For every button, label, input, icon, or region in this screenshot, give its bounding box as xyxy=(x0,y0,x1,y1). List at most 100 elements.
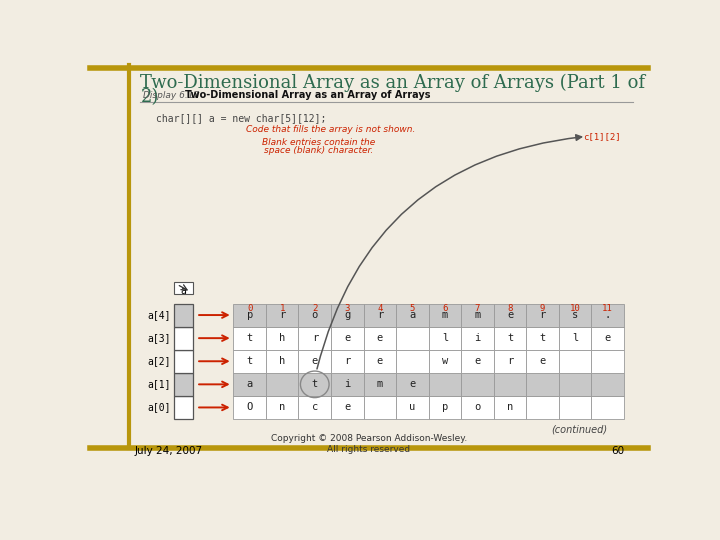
Bar xyxy=(396,396,428,419)
Text: (continued): (continued) xyxy=(552,424,608,434)
Text: n: n xyxy=(279,402,285,413)
Text: g: g xyxy=(344,310,351,320)
Bar xyxy=(174,396,193,419)
Bar xyxy=(174,373,193,396)
Bar xyxy=(396,350,428,373)
Text: e: e xyxy=(344,402,351,413)
Bar xyxy=(559,327,591,350)
Bar xyxy=(428,373,462,396)
Text: h: h xyxy=(279,333,285,343)
Bar xyxy=(174,303,193,327)
Bar xyxy=(428,303,462,327)
Text: July 24, 2007: July 24, 2007 xyxy=(134,446,202,456)
Text: m: m xyxy=(474,310,481,320)
Bar xyxy=(331,327,364,350)
Text: a: a xyxy=(181,286,186,296)
Text: Code that fills the array is not shown.: Code that fills the array is not shown. xyxy=(246,125,415,134)
Text: e: e xyxy=(377,356,383,366)
Bar xyxy=(299,373,331,396)
Text: e: e xyxy=(539,356,546,366)
Bar xyxy=(331,373,364,396)
Bar xyxy=(494,303,526,327)
Text: e: e xyxy=(344,333,351,343)
Text: Two-Dimensional Array as an Array of Arrays: Two-Dimensional Array as an Array of Arr… xyxy=(184,90,430,100)
Bar xyxy=(559,373,591,396)
Text: Blank entries contain the: Blank entries contain the xyxy=(262,138,375,147)
Bar xyxy=(559,350,591,373)
Bar xyxy=(591,327,624,350)
Bar xyxy=(299,350,331,373)
Bar xyxy=(591,396,624,419)
Text: m: m xyxy=(377,379,383,389)
Text: Copyright © 2008 Pearson Addison-Wesley.
All rights reserved: Copyright © 2008 Pearson Addison-Wesley.… xyxy=(271,434,467,454)
Text: 11: 11 xyxy=(603,303,613,313)
Text: p: p xyxy=(246,310,253,320)
Bar xyxy=(233,303,266,327)
Text: 8: 8 xyxy=(508,303,513,313)
Bar xyxy=(494,327,526,350)
Bar xyxy=(428,350,462,373)
Text: a[0]: a[0] xyxy=(147,402,171,413)
Text: 5: 5 xyxy=(410,303,415,313)
Text: c: c xyxy=(312,402,318,413)
Text: .: . xyxy=(605,310,611,320)
Bar xyxy=(299,327,331,350)
Bar xyxy=(591,303,624,327)
Bar xyxy=(266,373,299,396)
Text: m: m xyxy=(442,310,448,320)
Bar xyxy=(299,303,331,327)
Bar xyxy=(364,373,396,396)
Bar xyxy=(526,303,559,327)
Text: p: p xyxy=(442,402,448,413)
Bar xyxy=(526,327,559,350)
Bar xyxy=(364,350,396,373)
Bar xyxy=(462,373,494,396)
Text: a[1]: a[1] xyxy=(147,379,171,389)
Text: r: r xyxy=(539,310,546,320)
Bar xyxy=(396,373,428,396)
Text: e: e xyxy=(474,356,481,366)
Text: c[1][2]: c[1][2] xyxy=(583,132,621,141)
Text: n: n xyxy=(507,402,513,413)
Text: w: w xyxy=(442,356,448,366)
Bar xyxy=(591,350,624,373)
Bar xyxy=(266,350,299,373)
Bar xyxy=(299,396,331,419)
Bar xyxy=(428,396,462,419)
Text: t: t xyxy=(507,333,513,343)
Text: a[3]: a[3] xyxy=(147,333,171,343)
Text: o: o xyxy=(312,310,318,320)
Text: e: e xyxy=(507,310,513,320)
Text: char[][] a = new char[5][12];: char[][] a = new char[5][12]; xyxy=(156,113,326,123)
Text: 0: 0 xyxy=(247,303,252,313)
Text: h: h xyxy=(279,356,285,366)
Bar xyxy=(526,396,559,419)
Text: t: t xyxy=(246,356,253,366)
Text: l: l xyxy=(442,333,448,343)
Bar xyxy=(266,303,299,327)
Text: 3: 3 xyxy=(345,303,350,313)
Text: l: l xyxy=(572,333,578,343)
Text: u: u xyxy=(409,402,415,413)
Bar xyxy=(364,303,396,327)
Text: 1: 1 xyxy=(279,303,285,313)
Bar xyxy=(462,350,494,373)
Bar xyxy=(233,373,266,396)
Text: t: t xyxy=(246,333,253,343)
Bar xyxy=(174,282,193,294)
Bar xyxy=(396,327,428,350)
Text: e: e xyxy=(312,356,318,366)
Bar xyxy=(331,303,364,327)
Text: r: r xyxy=(312,333,318,343)
Bar xyxy=(233,396,266,419)
Bar xyxy=(526,373,559,396)
Bar xyxy=(233,350,266,373)
Bar xyxy=(331,396,364,419)
Bar xyxy=(266,396,299,419)
Text: 9: 9 xyxy=(540,303,545,313)
Text: Display 6.17: Display 6.17 xyxy=(143,91,199,100)
Bar xyxy=(559,303,591,327)
Text: a[4]: a[4] xyxy=(147,310,171,320)
Text: 4: 4 xyxy=(377,303,382,313)
Text: a: a xyxy=(246,379,253,389)
